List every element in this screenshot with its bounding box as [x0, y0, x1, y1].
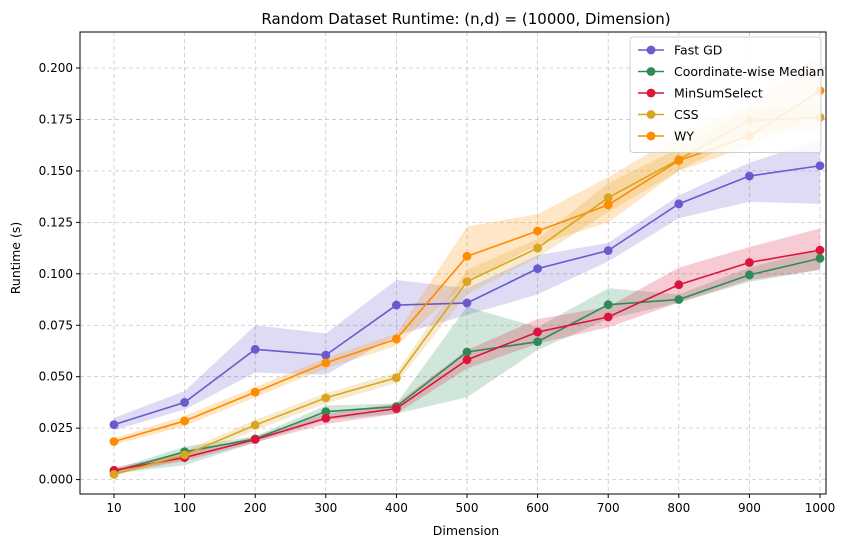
x-tick-label: 600: [526, 501, 549, 515]
y-tick-label: 0.050: [39, 370, 73, 384]
y-tick-label: 0.100: [39, 267, 73, 281]
point-css: [533, 243, 542, 253]
x-tick-label: 400: [385, 501, 408, 515]
point-wy: [674, 156, 684, 166]
legend-label-css: CSS: [674, 107, 699, 122]
legend-marker-fast-gd: [646, 45, 656, 55]
point-coordinate-wise-median: [462, 347, 472, 357]
x-tick-label: 10: [106, 501, 121, 515]
y-tick-label: 0.075: [39, 318, 73, 332]
y-tick-label: 0.200: [39, 61, 73, 75]
chart-title: Random Dataset Runtime: (n,d) = (10000, …: [261, 10, 670, 28]
point-css: [250, 420, 260, 430]
point-fast-gd: [109, 420, 119, 430]
point-minsumselect: [250, 435, 260, 444]
point-css: [603, 193, 613, 203]
y-axis-label: Runtime (s): [8, 222, 23, 294]
point-fast-gd: [250, 344, 260, 354]
point-wy: [462, 251, 472, 261]
point-css: [462, 277, 472, 287]
point-css: [392, 373, 401, 383]
point-fast-gd: [603, 246, 613, 255]
x-tick-label: 700: [597, 501, 620, 515]
point-fast-gd: [392, 300, 401, 310]
x-tick-label: 100: [173, 501, 196, 515]
point-css: [109, 470, 119, 479]
x-tick-label: 800: [667, 501, 690, 515]
y-tick-label: 0.025: [39, 421, 73, 435]
band-css: [114, 105, 820, 476]
x-tick-label: 500: [456, 501, 479, 515]
point-wy: [533, 226, 542, 236]
legend-label-minsumselect: MinSumSelect: [674, 86, 763, 101]
band-wy: [114, 55, 820, 445]
x-tick-label: 200: [244, 501, 267, 515]
point-wy: [321, 358, 331, 368]
band-fast-gd: [114, 140, 820, 431]
axes: 10 100 200 300 400 500 600 700 800 900 1000 0.000 0.…: [39, 31, 836, 515]
x-tick-label: 1000: [805, 501, 836, 515]
point-minsumselect: [321, 413, 331, 423]
legend-label-wy: WY: [674, 129, 694, 144]
x-tick-label: 300: [314, 501, 337, 515]
x-tick-label: 900: [738, 501, 761, 515]
x-axis-label: Dimension: [433, 523, 499, 538]
point-coordinate-wise-median: [815, 253, 825, 263]
legend-label-coordinate-wise-median: Coordinate-wise Median: [674, 64, 824, 79]
legend-box: [629, 36, 822, 153]
point-fast-gd: [533, 264, 542, 274]
point-fast-gd: [462, 298, 472, 308]
point-minsumselect: [745, 258, 754, 267]
point-coordinate-wise-median: [533, 337, 542, 347]
plot-frame: [79, 31, 827, 495]
point-minsumselect: [392, 404, 401, 413]
legend-marker-wy: [646, 131, 656, 141]
y-tick-label: 0.150: [39, 164, 73, 178]
point-minsumselect: [533, 327, 542, 337]
point-minsumselect: [674, 280, 684, 290]
legend-marker-minsumselect: [646, 88, 656, 98]
legend-marker-css: [646, 110, 656, 119]
point-coordinate-wise-median: [674, 295, 684, 304]
legend: Fast GD Coordinate-wise Median MinSumSelec…: [629, 36, 824, 153]
point-wy: [392, 334, 401, 344]
point-fast-gd: [674, 199, 684, 209]
point-wy: [250, 387, 260, 397]
point-css: [321, 393, 331, 403]
y-tick-label: 0.000: [39, 473, 73, 487]
point-fast-gd: [180, 398, 190, 407]
point-coordinate-wise-median: [745, 270, 754, 280]
legend-marker-coordinate-wise-median: [646, 67, 656, 76]
y-tick-label: 0.175: [39, 112, 73, 126]
point-wy: [603, 200, 613, 210]
point-minsumselect: [815, 245, 825, 255]
legend-label-fast-gd: Fast GD: [674, 43, 722, 58]
point-minsumselect: [462, 355, 472, 365]
point-fast-gd: [815, 161, 825, 171]
point-coordinate-wise-median: [603, 300, 613, 310]
point-coordinate-wise-median: [321, 407, 331, 417]
y-tick-label: 0.125: [39, 215, 73, 229]
point-fast-gd: [745, 171, 754, 181]
point-minsumselect: [603, 312, 613, 322]
point-wy: [109, 437, 119, 446]
point-css: [180, 450, 190, 460]
point-wy: [180, 416, 190, 426]
point-fast-gd: [321, 350, 331, 360]
